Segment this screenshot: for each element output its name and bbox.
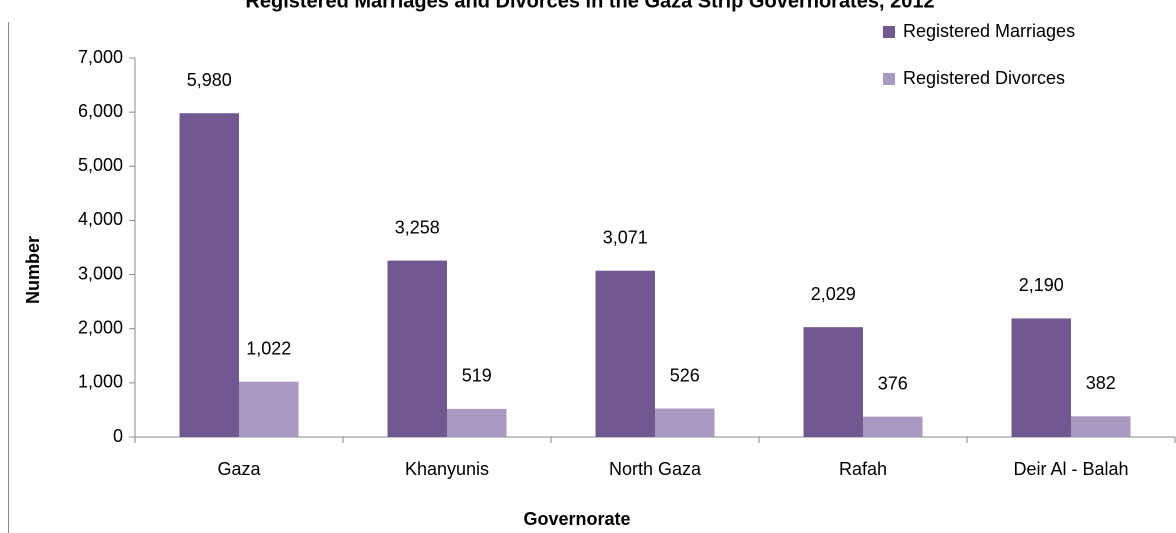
value-label: 2,190 bbox=[1019, 275, 1064, 295]
bar bbox=[595, 270, 655, 437]
y-tick-label: 2,000 bbox=[78, 317, 123, 337]
bar bbox=[803, 327, 863, 437]
y-tick-label: 4,000 bbox=[78, 209, 123, 229]
bar bbox=[1071, 416, 1131, 437]
bar bbox=[387, 260, 447, 437]
bar bbox=[447, 408, 507, 437]
x-tick-label: Gaza bbox=[217, 459, 261, 479]
x-tick-label: Deir Al - Balah bbox=[1013, 459, 1128, 479]
value-label: 2,029 bbox=[811, 284, 856, 304]
value-label: 3,258 bbox=[395, 217, 440, 237]
legend-swatch bbox=[883, 73, 895, 85]
value-label: 3,071 bbox=[603, 227, 648, 247]
value-label: 526 bbox=[670, 365, 700, 385]
value-label: 5,980 bbox=[187, 70, 232, 90]
x-axis-title: Governorate bbox=[523, 509, 630, 529]
legend-label: Registered Divorces bbox=[903, 68, 1065, 88]
bar bbox=[1011, 318, 1071, 437]
bar bbox=[179, 113, 239, 438]
value-label: 1,022 bbox=[246, 338, 291, 358]
x-tick-label: Khanyunis bbox=[405, 459, 489, 479]
bar bbox=[863, 416, 923, 437]
legend-swatch bbox=[883, 26, 895, 38]
y-tick-label: 1,000 bbox=[78, 372, 123, 392]
value-label: 382 bbox=[1086, 373, 1116, 393]
y-tick-label: 3,000 bbox=[78, 263, 123, 283]
value-label: 376 bbox=[878, 373, 908, 393]
y-tick-label: 7,000 bbox=[78, 47, 123, 67]
y-tick-label: 5,000 bbox=[78, 155, 123, 175]
y-axis-title: Number bbox=[23, 236, 43, 304]
value-label: 519 bbox=[462, 366, 492, 386]
y-tick-label: 0 bbox=[113, 426, 123, 446]
x-tick-label: North Gaza bbox=[609, 459, 702, 479]
legend-label: Registered Marriages bbox=[903, 21, 1075, 41]
y-tick-label: 6,000 bbox=[78, 101, 123, 121]
bar bbox=[655, 408, 715, 437]
chart-title: Registered Marriages and Divorces in the… bbox=[245, 0, 934, 12]
bar bbox=[239, 381, 299, 437]
x-tick-label: Rafah bbox=[839, 459, 887, 479]
